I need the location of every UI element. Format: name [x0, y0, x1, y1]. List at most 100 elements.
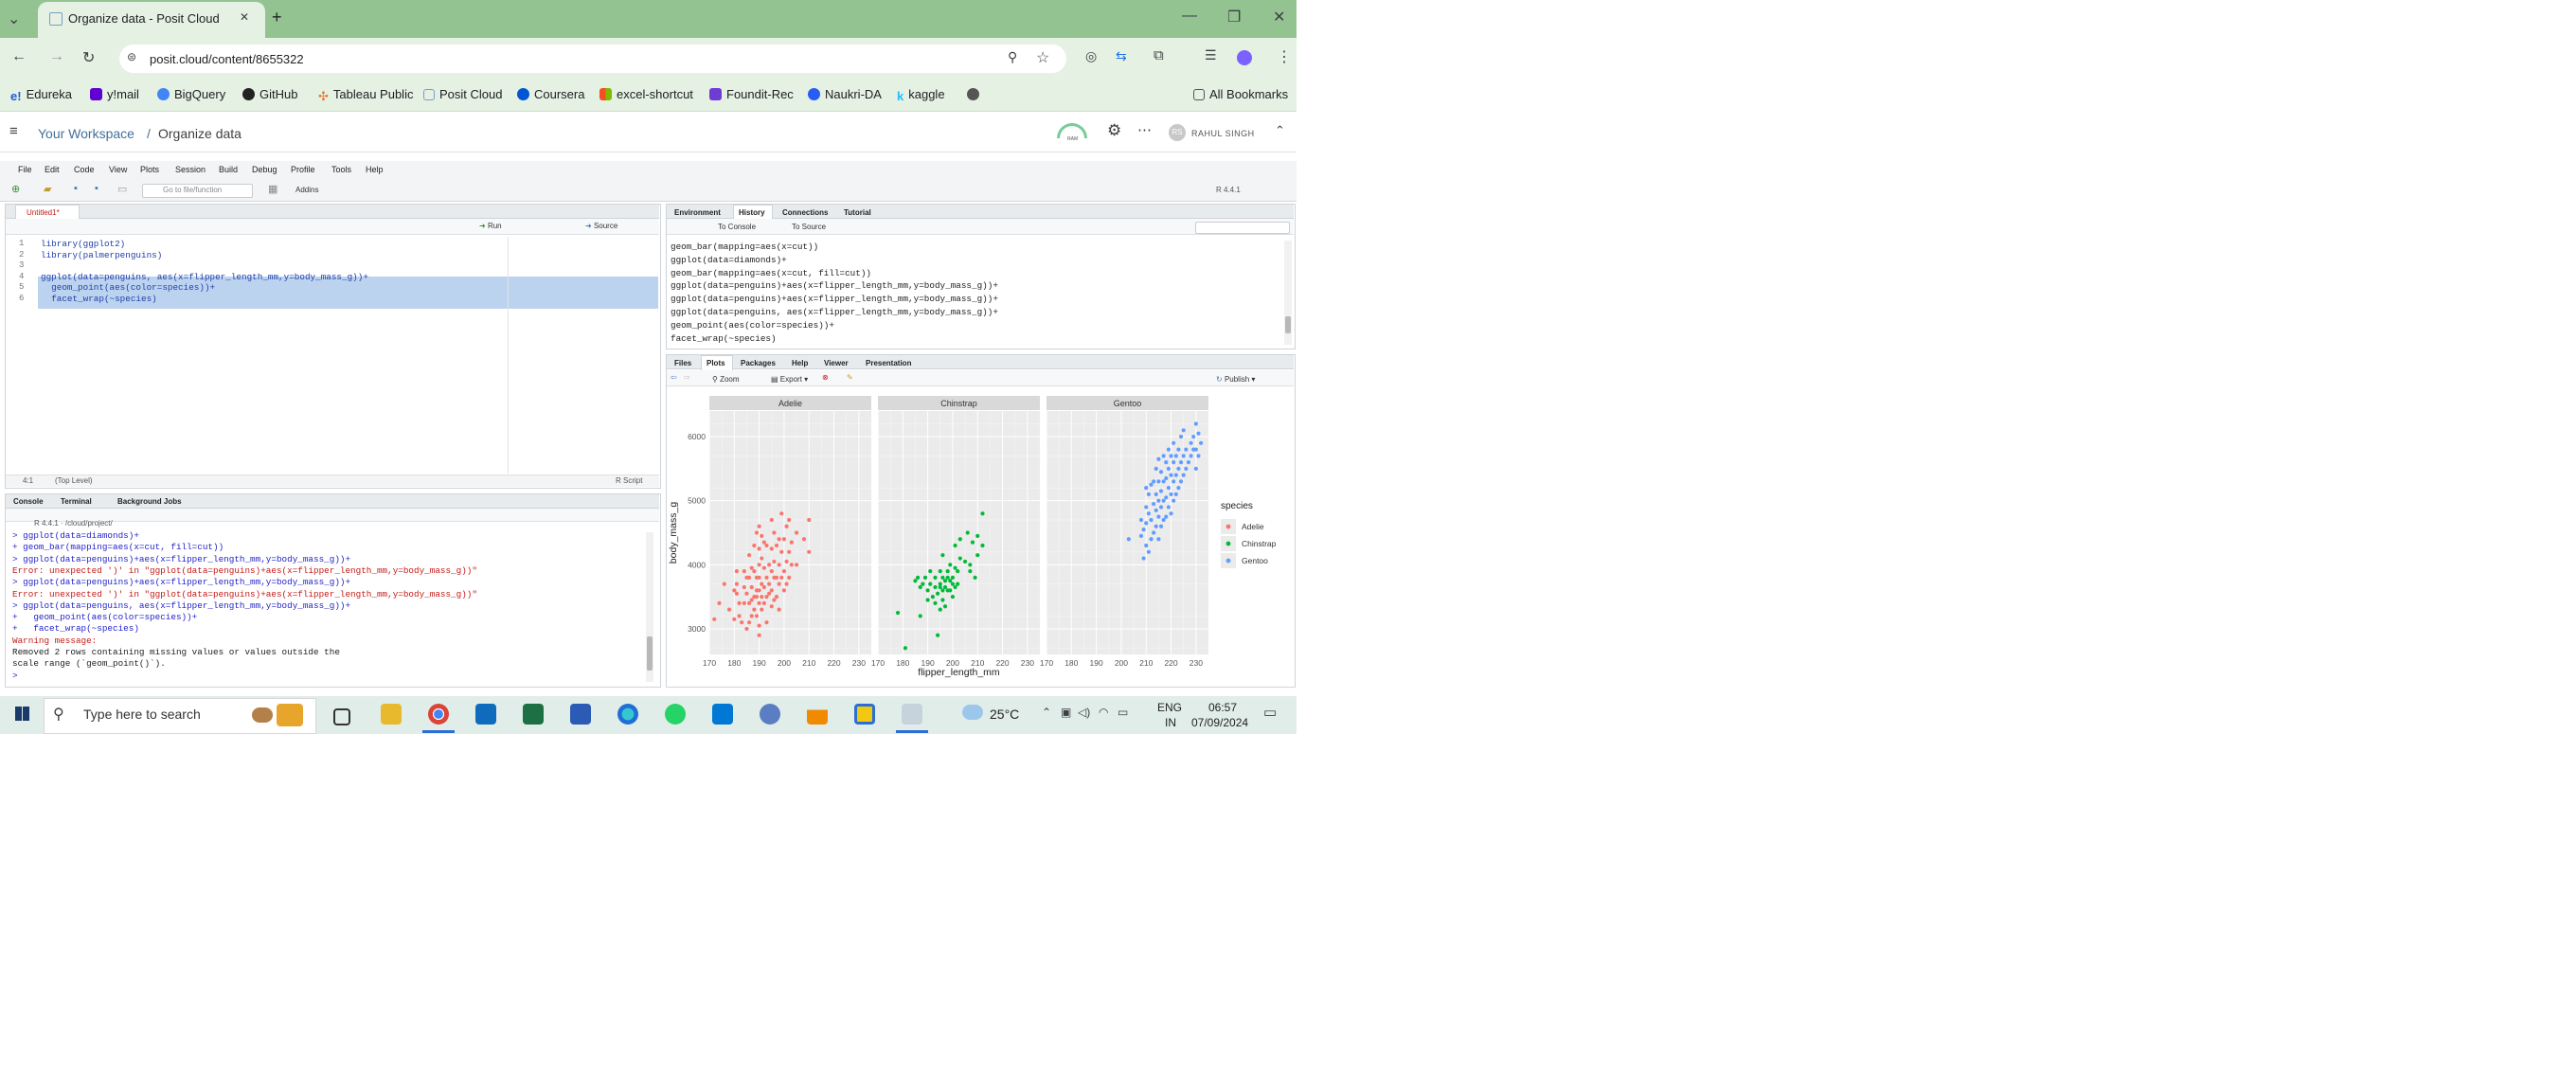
publish-button[interactable]: ↻ Publish ▾	[1216, 375, 1256, 384]
menu-session[interactable]: Session	[175, 165, 206, 174]
tray-meet-icon[interactable]: ▣	[1061, 706, 1072, 719]
grid-layout-icon[interactable]: ▦	[268, 184, 278, 195]
postgres-icon[interactable]	[760, 704, 780, 725]
hamburger-menu-icon[interactable]: ≡	[9, 123, 18, 139]
code-line[interactable]: ggplot(data=penguins, aes(x=flipper_leng…	[41, 271, 368, 282]
tab-plots[interactable]: Plots	[707, 359, 725, 367]
user-avatar[interactable]: RS	[1169, 124, 1186, 141]
task-view-icon[interactable]	[333, 708, 350, 725]
menu-build[interactable]: Build	[219, 165, 239, 174]
code-line[interactable]: library(ggplot2)	[41, 239, 126, 249]
addins-button[interactable]: Addins	[295, 186, 319, 194]
workspace-link[interactable]: Your Workspace	[38, 126, 134, 141]
tab-search-icon[interactable]: ⌄	[8, 11, 21, 27]
menu-code[interactable]: Code	[74, 165, 95, 174]
menu-plots[interactable]: Plots	[140, 165, 160, 174]
bookmark-ymail[interactable]: y!mail	[90, 87, 139, 101]
menu-tools[interactable]: Tools	[331, 165, 352, 174]
bookmark-github[interactable]: GitHub	[242, 87, 297, 101]
media-icon[interactable]: ☰	[1205, 47, 1217, 63]
omnibox[interactable]	[119, 45, 1066, 73]
tab-terminal[interactable]: Terminal	[61, 497, 92, 506]
scope-indicator[interactable]: (Top Level)	[55, 476, 93, 485]
r-version-label[interactable]: R 4.4.1	[1216, 186, 1241, 194]
to-source-button[interactable]: To Source	[792, 223, 827, 231]
window-close-icon[interactable]: ✕	[1273, 9, 1286, 26]
menu-edit[interactable]: Edit	[45, 165, 60, 174]
menu-help[interactable]: Help	[366, 165, 384, 174]
vscode-icon[interactable]	[712, 704, 733, 725]
tab-tutorial[interactable]: Tutorial	[844, 208, 871, 217]
tray-chevron-icon[interactable]: ⌃	[1042, 706, 1052, 719]
goto-file-input[interactable]	[142, 184, 253, 198]
console-scroll-thumb[interactable]	[647, 636, 653, 671]
forward-icon[interactable]: →	[49, 48, 64, 64]
history-entry[interactable]: ggplot(data=penguins)+aes(x=flipper_leng…	[671, 294, 998, 305]
bookmark-foundit[interactable]: Foundit-Rec	[709, 87, 794, 101]
editor-tab[interactable]	[15, 205, 80, 220]
more-options-icon[interactable]: ⋯	[1137, 122, 1152, 138]
translate-icon[interactable]: ⇆	[1116, 48, 1127, 63]
user-name[interactable]: RAHUL SINGH	[1191, 129, 1255, 138]
print-icon[interactable]: ▭	[117, 184, 128, 195]
bookmark-posit-cloud[interactable]: Posit Cloud	[423, 87, 502, 101]
back-icon[interactable]: ←	[11, 48, 27, 64]
bookmark-edureka[interactable]: e! Edureka	[10, 87, 72, 103]
save-icon[interactable]: ▪	[74, 183, 78, 194]
weather-temp[interactable]: 25°C	[990, 707, 1020, 722]
tab-presentation[interactable]: Presentation	[866, 359, 912, 367]
language-region[interactable]: IN	[1165, 716, 1176, 729]
profile-icon[interactable]	[1237, 50, 1252, 65]
tab-close-icon[interactable]: ✕	[240, 10, 250, 24]
file-type-indicator[interactable]: R Script	[616, 476, 643, 485]
run-button[interactable]: ➜ Run	[479, 222, 502, 230]
history-entry[interactable]: ggplot(data=diamonds)+	[671, 254, 787, 265]
code-line[interactable]: facet_wrap(~species)	[41, 293, 157, 304]
tab-environment[interactable]: Environment	[674, 208, 721, 217]
remove-plot-icon[interactable]: ⊗	[822, 373, 829, 382]
settings-gear-icon[interactable]: ⚙	[1107, 121, 1122, 139]
snipping-tool-icon[interactable]	[902, 704, 922, 725]
notifications-icon[interactable]: ▭	[1263, 705, 1278, 721]
bookmark-kaggle[interactable]: k kaggle	[897, 87, 945, 103]
history-scroll-thumb[interactable]	[1285, 316, 1291, 333]
history-scrollbar[interactable]	[1284, 241, 1292, 345]
history-search-input[interactable]	[1195, 222, 1290, 234]
extensions-puzzle-icon[interactable]: ⧉	[1154, 47, 1164, 63]
language-code[interactable]: ENG	[1157, 701, 1183, 714]
maximize-icon[interactable]: ❐	[1227, 9, 1242, 26]
clear-plots-icon[interactable]: ✎	[847, 373, 853, 382]
console-scrollbar[interactable]	[646, 532, 653, 682]
clock-time[interactable]: 06:57	[1208, 701, 1238, 714]
chrome-icon[interactable]	[428, 704, 449, 725]
tab-console[interactable]: Console	[13, 497, 44, 506]
source-button[interactable]: ➜ Source	[585, 222, 618, 230]
browser-tab[interactable]	[38, 2, 265, 38]
whatsapp-icon[interactable]	[665, 704, 686, 725]
tab-viewer[interactable]: Viewer	[824, 359, 849, 367]
history-entry[interactable]: facet_wrap(~species)	[671, 332, 777, 344]
extension-icon[interactable]: ◎	[1085, 48, 1098, 63]
history-entry[interactable]: geom_bar(mapping=aes(x=cut))	[671, 242, 819, 252]
menu-profile[interactable]: Profile	[291, 165, 315, 174]
battery-icon[interactable]: ▭	[1118, 706, 1129, 719]
menu-debug[interactable]: Debug	[252, 165, 277, 174]
site-info-icon[interactable]: ⊜	[127, 50, 137, 63]
volume-icon[interactable]: ◁)	[1078, 706, 1091, 719]
edge-icon[interactable]	[617, 704, 638, 725]
new-file-icon[interactable]: ⊕	[11, 184, 21, 195]
export-button[interactable]: ▤ Export ▾	[771, 375, 809, 384]
file-explorer-icon[interactable]	[381, 704, 402, 725]
code-line[interactable]: library(palmerpenguins)	[41, 249, 163, 260]
history-entry[interactable]: ggplot(data=penguins, aes(x=flipper_leng…	[671, 307, 998, 317]
excel-icon[interactable]	[523, 704, 544, 725]
bookmark-globe[interactable]	[967, 87, 984, 101]
new-tab-button[interactable]: +	[272, 8, 282, 27]
history-entry[interactable]: geom_point(aes(color=species))+	[671, 319, 834, 331]
url-text[interactable]: posit.cloud/content/8655322	[150, 52, 304, 66]
browser-menu-icon[interactable]: ⋮	[1277, 49, 1292, 65]
history-entry[interactable]: geom_bar(mapping=aes(x=cut, fill=cut))	[671, 267, 872, 278]
windows-start-icon[interactable]	[15, 707, 29, 721]
history-entry[interactable]: ggplot(data=penguins)+aes(x=flipper_leng…	[671, 280, 998, 292]
to-console-button[interactable]: To Console	[718, 223, 757, 231]
